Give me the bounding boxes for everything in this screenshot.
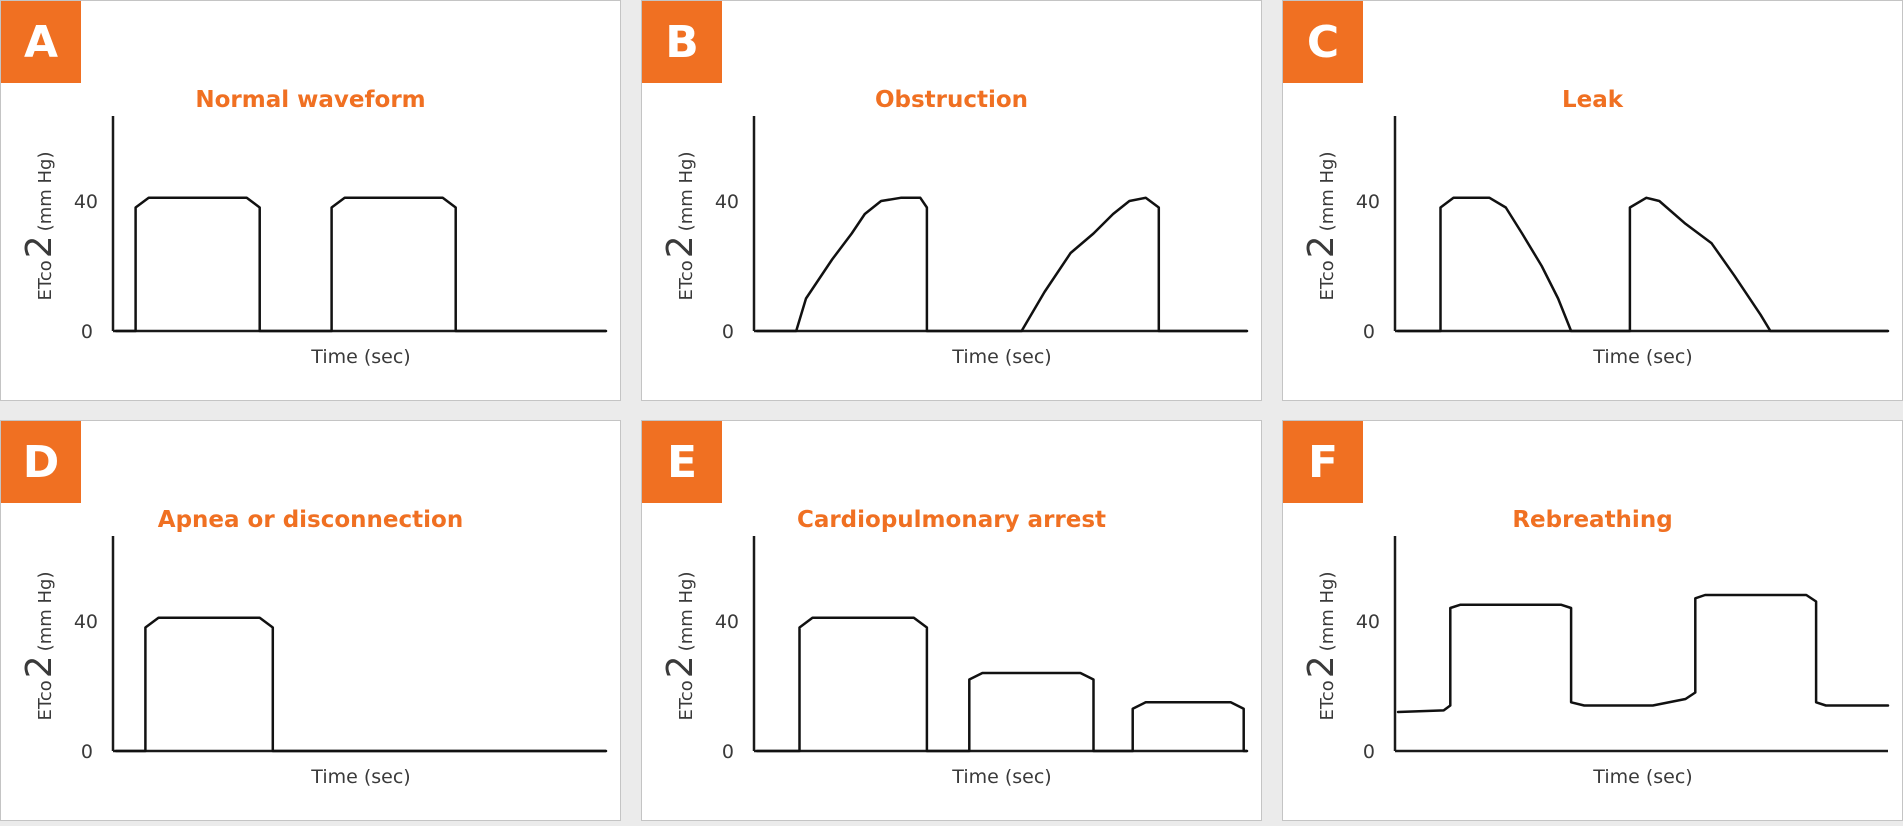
y-tick-label: 40: [74, 191, 98, 213]
panel-letter-badge: B: [642, 1, 722, 83]
waveform-line: [755, 196, 1249, 333]
y-tick-label: 40: [715, 611, 739, 633]
panel-title: Cardiopulmonary arrest: [796, 507, 1107, 533]
panel-normal: 0 40 Time (sec) ETco2(mm Hg) A Normal wavefor…: [0, 0, 621, 401]
x-axis-label: Time (sec): [310, 766, 410, 788]
y-tick-label: 0: [1363, 741, 1375, 763]
panel-title: Leak: [1561, 87, 1624, 113]
y-tick-label: 40: [1356, 191, 1380, 213]
panel-cardiac-arrest: 0 40 Time (sec) ETco2(mm Hg) E Cardiopulmonar…: [641, 420, 1262, 821]
panel-title: Obstruction: [874, 87, 1029, 113]
y-tick-label: 0: [722, 321, 734, 343]
waveform-plot: 0 40 Time (sec) ETco2(mm Hg): [660, 536, 1249, 788]
x-axis-label: Time (sec): [310, 346, 410, 368]
y-tick-label: 40: [1356, 611, 1380, 633]
y-axis-label: ETco2(mm Hg): [19, 572, 60, 721]
waveform-line: [755, 616, 1249, 753]
y-axis-label: ETco2(mm Hg): [1301, 152, 1342, 301]
panel-rebreathing: 0 40 Time (sec) ETco2(mm Hg) F Rebreathing: [1282, 420, 1903, 821]
waveform-line: [114, 196, 608, 333]
waveform-plot: 0 40 Time (sec) ETco2(mm Hg): [19, 116, 608, 368]
y-axis-label: ETco2(mm Hg): [1301, 572, 1342, 721]
waveform-line: [114, 616, 608, 753]
y-axis-label: ETco2(mm Hg): [660, 572, 701, 721]
panel-letter-badge: E: [642, 421, 722, 503]
y-axis-label: ETco2(mm Hg): [660, 152, 701, 301]
x-axis-label: Time (sec): [1592, 346, 1692, 368]
x-axis-label: Time (sec): [1592, 766, 1692, 788]
waveform-plot: 0 40 Time (sec) ETco2(mm Hg): [1301, 536, 1890, 788]
y-tick-label: 40: [715, 191, 739, 213]
panel-letter-badge: D: [1, 421, 81, 503]
waveform-line: [1396, 196, 1890, 333]
x-axis-label: Time (sec): [951, 346, 1051, 368]
y-tick-label: 0: [81, 321, 93, 343]
panel-leak: 0 40 Time (sec) ETco2(mm Hg) C Leak: [1282, 0, 1903, 401]
waveform-plot: 0 40 Time (sec) ETco2(mm Hg): [19, 536, 608, 788]
y-tick-label: 0: [722, 741, 734, 763]
panel-title: Normal waveform: [195, 87, 426, 113]
panel-title: Apnea or disconnection: [157, 507, 464, 533]
waveform-line: [1396, 593, 1890, 714]
x-axis-label: Time (sec): [951, 766, 1051, 788]
y-tick-label: 0: [1363, 321, 1375, 343]
panel-title: Rebreathing: [1512, 507, 1673, 533]
panel-letter-badge: F: [1283, 421, 1363, 503]
waveform-plot: 0 40 Time (sec) ETco2(mm Hg): [1301, 116, 1890, 368]
panel-letter-badge: A: [1, 1, 81, 83]
panel-letter-badge: C: [1283, 1, 1363, 83]
panel-apnea: 0 40 Time (sec) ETco2(mm Hg) D Apnea or disco…: [0, 420, 621, 821]
y-axis-label: ETco2(mm Hg): [19, 152, 60, 301]
y-tick-label: 0: [81, 741, 93, 763]
waveform-plot: 0 40 Time (sec) ETco2(mm Hg): [660, 116, 1249, 368]
panel-obstruction: 0 40 Time (sec) ETco2(mm Hg) B Obstruction: [641, 0, 1262, 401]
y-tick-label: 40: [74, 611, 98, 633]
